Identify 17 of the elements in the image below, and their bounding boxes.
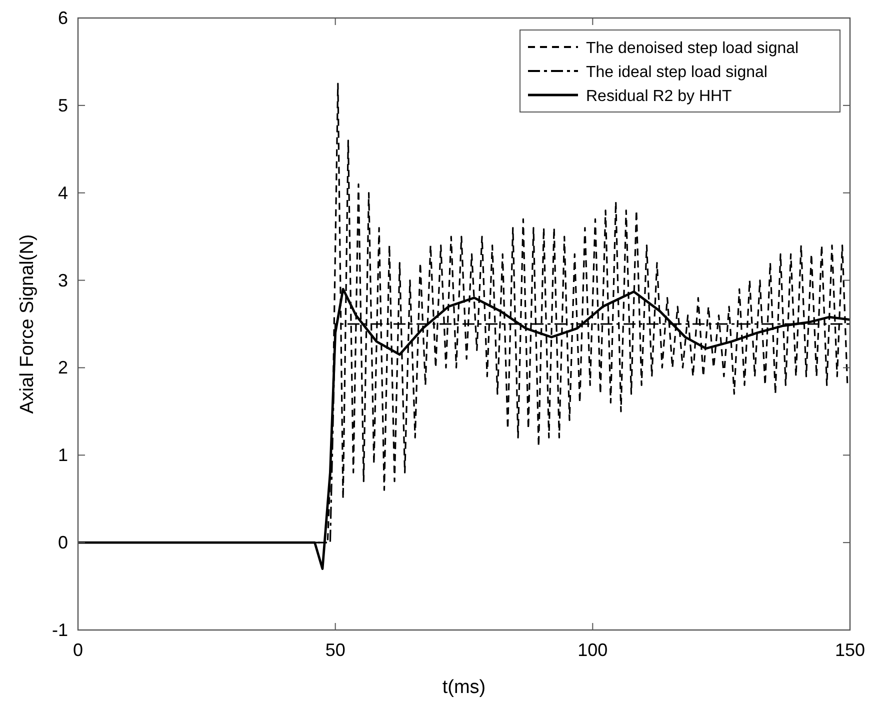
y-axis-title: Axial Force Signal(N) [17,234,38,414]
x-tick-label: 100 [578,640,608,660]
legend-label: The ideal step load signal [586,64,768,81]
y-tick-label: 3 [58,270,68,290]
y-tick-label: 6 [58,8,68,28]
x-axis-title: t(ms) [442,677,486,698]
x-tick-label: 150 [834,640,866,660]
x-tick-label: 0 [72,640,84,660]
y-tick-label: 1 [58,445,68,466]
legend-label: Residual R2 by HHT [586,88,732,105]
y-tick-label: 0 [58,532,68,553]
x-tick-label: 50 [325,640,346,660]
y-tick-label: 2 [58,358,68,378]
legend-label: The denoised step load signal [586,40,799,57]
y-tick-label: 4 [58,182,68,203]
y-tick-label: 5 [58,95,68,116]
y-tick-label: -1 [52,620,68,640]
